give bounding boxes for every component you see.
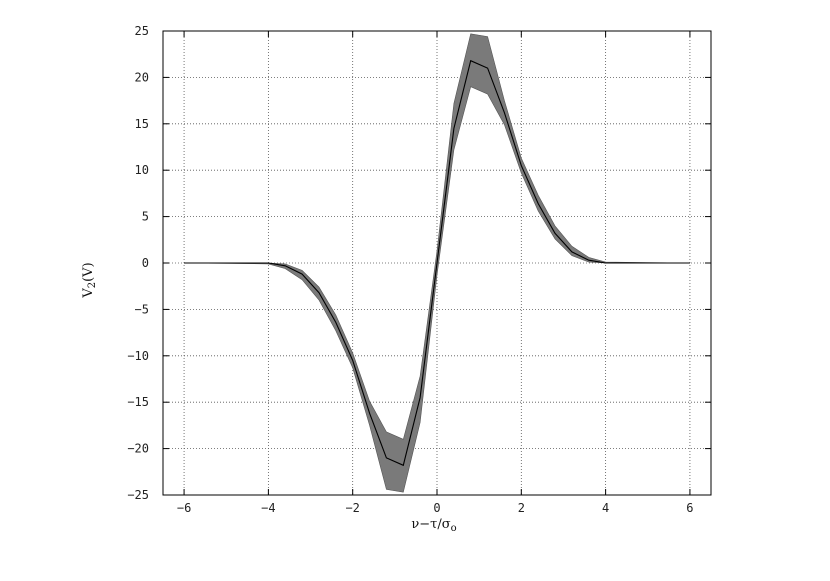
mean-curve: [184, 59, 690, 467]
x-tick-label: 2: [518, 501, 525, 515]
y-tick-label: −15: [127, 395, 149, 409]
y-tick-label: 20: [135, 70, 149, 84]
ticks: [163, 30, 711, 496]
y-axis-title: V2(V): [81, 262, 98, 298]
mean-line: [184, 59, 690, 467]
y-tick-label: −10: [127, 349, 149, 363]
x-tick-label: 0: [433, 501, 440, 515]
x-tick-labels: −6 −4 −2 0 2 4 6: [177, 501, 694, 515]
x-tick-label: 6: [686, 501, 693, 515]
y-tick-label: 5: [142, 210, 149, 224]
y-tick-label: −20: [127, 442, 149, 456]
x-tick-label: −2: [345, 501, 359, 515]
y-tick-label: −5: [135, 302, 149, 316]
y-tick-label: 10: [135, 163, 149, 177]
y-tick-label: 25: [135, 24, 149, 38]
x-axis-title: ν−τ/σo: [411, 517, 456, 534]
y-tick-label: 15: [135, 117, 149, 131]
y-tick-label: 0: [142, 256, 149, 270]
x-tick-label: −4: [261, 501, 275, 515]
y-tick-labels: −25 −20 −15 −10 −5 0 5 10 15 20 25: [127, 24, 149, 502]
x-tick-label: 4: [602, 501, 609, 515]
x-tick-label: −6: [177, 501, 191, 515]
y-tick-label: −25: [127, 488, 149, 502]
